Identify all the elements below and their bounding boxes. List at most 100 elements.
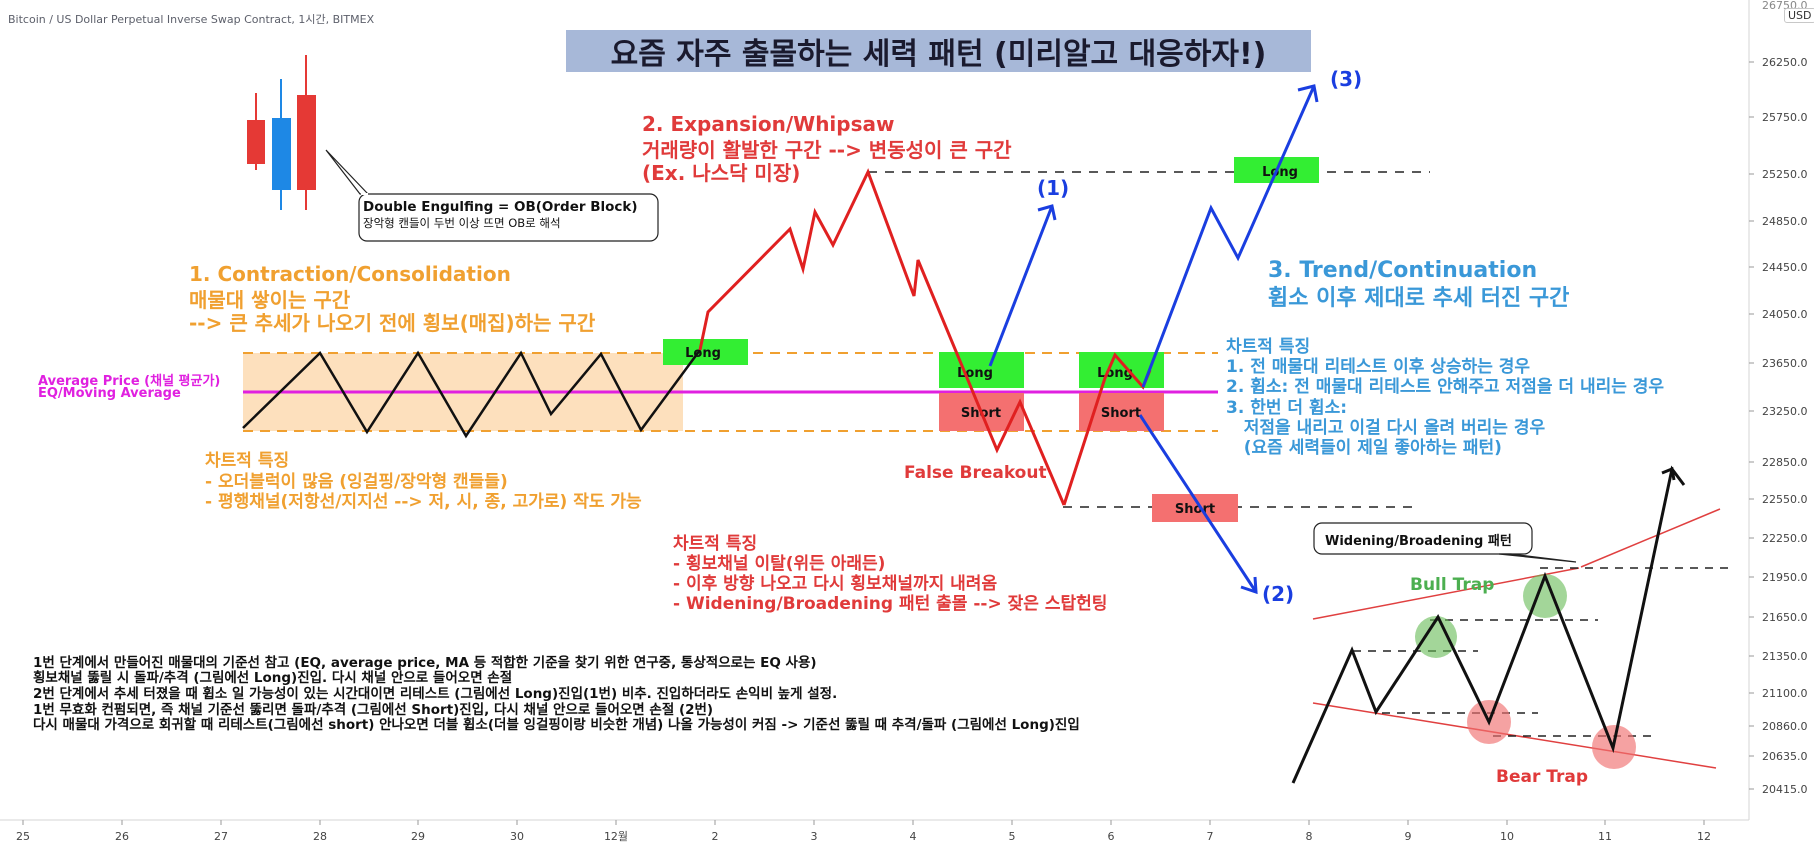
widening-path (1291, 465, 1686, 784)
currency-selector[interactable]: USD (1784, 8, 1814, 23)
phase2-heading: 2. Expansion/Whipsaw (642, 112, 895, 136)
long-box-label: Long (1262, 165, 1298, 180)
phase3-feature: 1. 전 매물대 리테스트 이후 상승하는 경우 (1226, 357, 1531, 377)
phase3-feature: 3. 한번 더 휩소: (1226, 398, 1348, 418)
price-tick-label: 26250.0 (1762, 56, 1808, 69)
time-tick-label: 6 (1108, 830, 1115, 843)
long-box: Long (663, 339, 748, 365)
time-tick-label: 4 (910, 830, 917, 843)
path-1-arrowhead (1037, 204, 1057, 221)
price-tick-label: 22250.0 (1762, 532, 1808, 545)
price-tick-label: 24050.0 (1762, 308, 1808, 321)
widening-callout-pointer (1498, 553, 1577, 563)
time-tick-label: 8 (1306, 830, 1313, 843)
phase1-heading: 1. Contraction/Consolidation (189, 262, 511, 286)
phase2-feature: - 횡보채널 이탈(위든 아래든) (673, 554, 886, 574)
time-tick-label: 12 (1697, 830, 1711, 843)
eq-label: EQ/Moving Average (38, 386, 181, 401)
long-box: Long (1079, 352, 1164, 388)
note-line: 1번 무효화 컨펌되면, 즉 채널 기준선 뚫리면 돌파/추격 (그림에선 Sh… (33, 702, 714, 718)
price-tick-label: 21100.0 (1762, 687, 1808, 700)
phase2-feature: - 이후 방향 나오고 다시 횡보채널까지 내려옴 (673, 574, 998, 594)
chart-title: 요즘 자주 출몰하는 세력 패턴 (미리알고 대응하자!) (566, 30, 1311, 72)
price-tick-label: 25250.0 (1762, 168, 1808, 181)
phase3-heading: 3. Trend/Continuation (1268, 258, 1538, 283)
path-2-arrow (1138, 414, 1258, 593)
expansion-path (698, 168, 1066, 506)
long-box-label: Long (685, 346, 721, 361)
path-2-label: (2) (1262, 582, 1295, 606)
phase3-feature: 2. 휩소: 전 매물대 리테스트 안해주고 저점을 더 내리는 경우 (1226, 377, 1665, 397)
phase2-line1: 거래량이 활발한 구간 --> 변동성이 큰 구간 (642, 138, 1012, 162)
price-axis: 26250.0 25750.0 25250.0 24850.0 24450.0 24050… (1749, 0, 1808, 796)
price-tick-label: 23650.0 (1762, 357, 1808, 370)
average-price-label: Average Price (채널 평균가) (38, 374, 221, 389)
price-tick-label: 24450.0 (1762, 261, 1808, 274)
time-tick-label: 11 (1598, 830, 1612, 843)
double-engulfing-candles (247, 55, 316, 210)
double-engulfing-desc: 장악형 캔들이 두번 이상 뜨면 OB로 해석 (363, 216, 561, 230)
phase2-features-title: 차트적 특징 (673, 534, 758, 554)
symbol-header: Bitcoin / US Dollar Perpetual Inverse Sw… (8, 13, 375, 26)
time-tick-label: 2 (712, 830, 719, 843)
bear-trap-label: Bear Trap (1496, 767, 1589, 787)
widening-upper-line-ext (1580, 508, 1721, 568)
path-3-arrow (1141, 85, 1316, 388)
widening-arrowhead (1661, 466, 1676, 481)
phase1-line1: 매물대 쌓이는 구간 (189, 288, 351, 312)
long-box: Long (939, 352, 1024, 388)
short-box: Short (1079, 393, 1164, 431)
path-1-arrow (988, 205, 1054, 367)
path-3-arrowhead (1297, 84, 1319, 103)
price-tick-label: 21350.0 (1762, 650, 1808, 663)
bull-trap-circle (1415, 616, 1457, 658)
note-line: 1번 단계에서 만들어진 매물대의 기준선 참고 (EQ, average pr… (33, 655, 817, 671)
note-line: 횡보채널 뚫릴 시 돌파/추격 (그림에선 Long)진입. 다시 채널 안으로… (33, 670, 513, 686)
time-tick-label: 26 (115, 830, 129, 843)
double-engulfing-title: Double Engulfing = OB(Order Block) (363, 199, 638, 215)
false-breakout-label: False Breakout (904, 463, 1047, 483)
time-tick-label: 29 (411, 830, 425, 843)
price-tick-label: 20415.0 (1762, 783, 1808, 796)
phase1-feature: - 평행채널(저항선/지지선 --> 저, 시, 종, 고가로) 작도 가능 (205, 492, 642, 512)
price-tick-label: 23250.0 (1762, 405, 1808, 418)
double-engulfing-callout (358, 193, 659, 242)
phase3-feature: (요즘 세력들이 제일 좋아하는 패턴) (1226, 438, 1502, 458)
phase3-features-title: 차트적 특징 (1226, 337, 1311, 357)
phase2-feature: - Widening/Broadening 패턴 출몰 --> 잦은 스탑헌팅 (673, 594, 1108, 614)
widening-pattern-label: Widening/Broadening 패턴 (1325, 534, 1512, 549)
phase3-line1: 휩소 이후 제대로 추세 터진 구간 (1268, 286, 1570, 311)
price-tick-label: 25750.0 (1762, 111, 1808, 124)
price-tick-label: 21650.0 (1762, 611, 1808, 624)
time-tick-label: 12월 (604, 830, 628, 843)
price-tick-label: 20635.0 (1762, 750, 1808, 763)
phase1-line2: --> 큰 추세가 나오기 전에 횡보(매집)하는 구간 (189, 311, 596, 335)
path-1-label: (1) (1037, 176, 1070, 200)
consolidation-path (242, 349, 702, 439)
note-line: 2번 단계에서 추세 터졌을 때 휩소 일 가능성이 있는 시간대이면 리테스트… (33, 686, 838, 702)
time-tick-label: 9 (1405, 830, 1412, 843)
short-box-label: Short (1101, 406, 1141, 421)
price-tick-label: 20860.0 (1762, 720, 1808, 733)
widening-upper-line (1312, 567, 1580, 620)
phase2-line2: (Ex. 나스닥 미장) (642, 161, 801, 185)
time-tick-label: 28 (313, 830, 327, 843)
price-tick-label: 21950.0 (1762, 571, 1808, 584)
bull-trap-label: Bull Trap (1410, 575, 1495, 595)
time-tick-label: 7 (1207, 830, 1214, 843)
short-box-label: Short (1175, 502, 1215, 517)
price-tick-label: 22850.0 (1762, 456, 1808, 469)
time-tick-label: 5 (1009, 830, 1016, 843)
time-tick-label: 3 (811, 830, 818, 843)
path-2-arrowhead (1240, 576, 1258, 595)
note-line: 다시 매물대 가격으로 회귀할 때 리테스트(그림에선 short) 안나오면 … (33, 717, 1080, 733)
time-tick-label: 25 (16, 830, 30, 843)
widening-callout (1313, 522, 1533, 555)
price-tick-label: 24850.0 (1762, 215, 1808, 228)
phase1-feature: - 오더블럭이 많음 (잉걸핑/장악형 캔들들) (205, 472, 508, 492)
phase1-features-title: 차트적 특징 (205, 451, 290, 471)
phase3-feature: 저점을 내리고 이걸 다시 올려 버리는 경우 (1226, 418, 1546, 438)
price-tick-label: 22550.0 (1762, 493, 1808, 506)
